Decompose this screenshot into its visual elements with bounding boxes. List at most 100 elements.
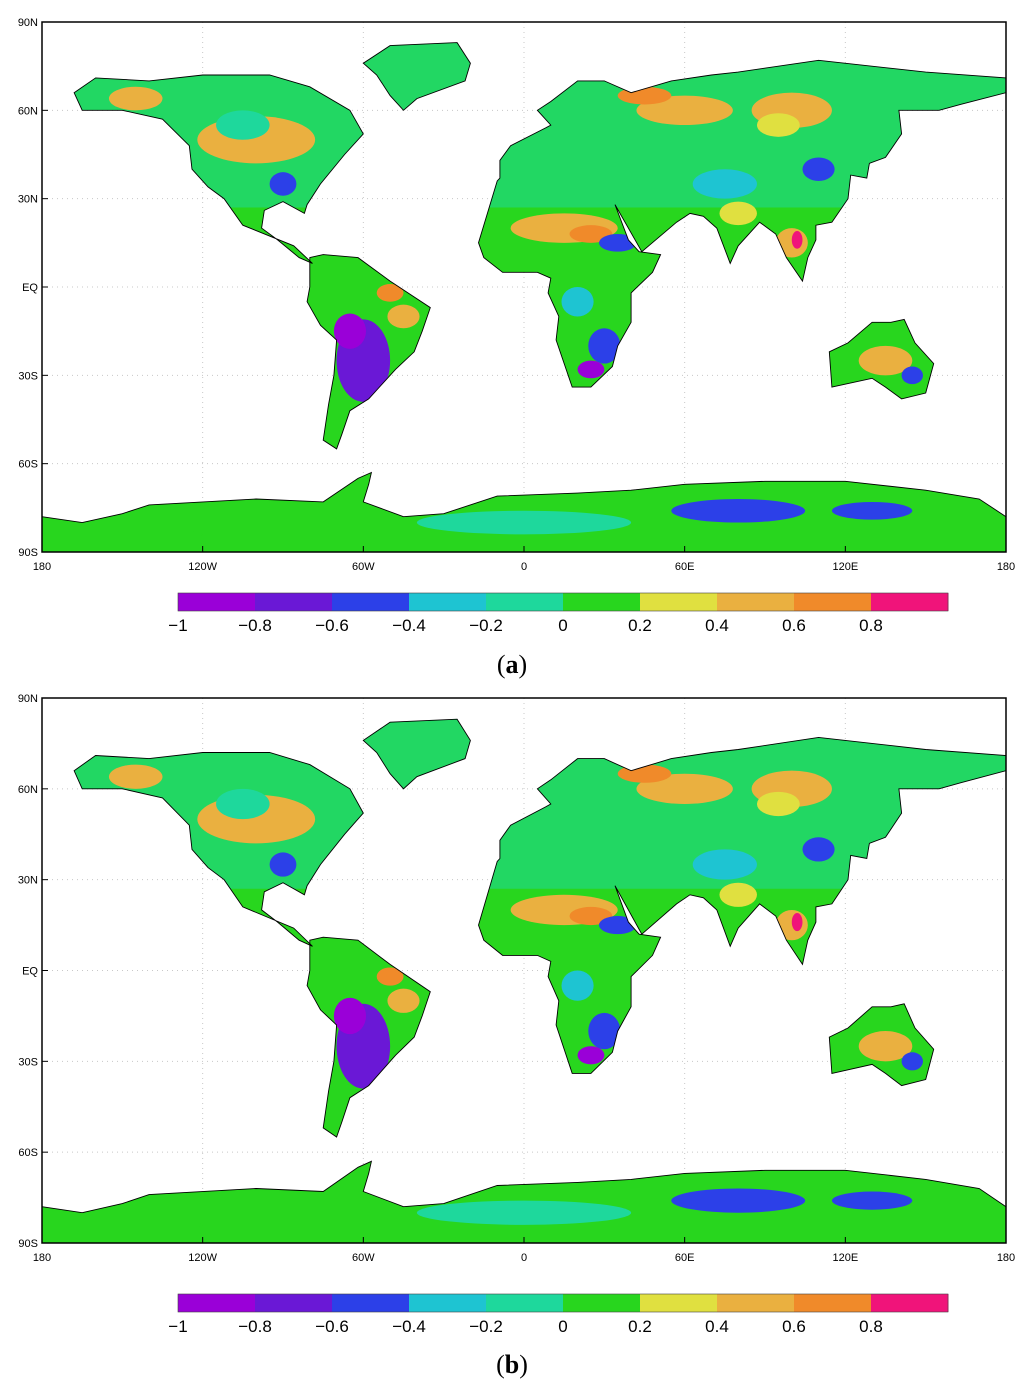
colorbar-tick-label: −1 — [168, 616, 187, 635]
caption-b: (b) — [496, 1350, 528, 1379]
latitude-tick-label: 30S — [18, 370, 38, 382]
latitude-tick-label: EQ — [22, 966, 38, 978]
field-anomaly — [216, 110, 270, 140]
field-anomaly — [858, 345, 913, 376]
africa-europe-asia-coastline — [478, 736, 1007, 1074]
field-anomaly — [108, 764, 163, 789]
colorbar-tick-label: 0 — [558, 616, 567, 635]
longitude-tick-label: 120W — [188, 561, 217, 573]
north-america-coastline — [73, 74, 364, 264]
latitude-tick-label: 90S — [18, 547, 38, 559]
colorbar-swatch — [409, 593, 487, 611]
latitude-tick-label: 90S — [18, 1238, 38, 1250]
colorbar-tick-label: −0.2 — [469, 1317, 503, 1336]
field-anomaly — [561, 287, 594, 317]
colorbar: −1 −0.8 −0.6 −0.4 −0.2 0 0.2 0.4 0.6 0.8 — [168, 592, 949, 635]
field-anomaly — [333, 313, 367, 349]
colorbar-swatch — [640, 1294, 718, 1312]
colorbar-tick-label: 0.8 — [859, 1317, 883, 1336]
field-anomaly — [269, 172, 297, 196]
field-anomaly — [416, 510, 632, 535]
map-figure-b: 90N 60N 30N EQ 30S 60S 90S 180 120W 60W 0 60E 120E 18… — [18, 693, 1015, 1336]
colorbar-tick-label: −0.4 — [392, 616, 426, 635]
field-anomaly — [636, 95, 733, 126]
latitude-tick-label: EQ — [22, 282, 38, 294]
field-anomaly — [692, 169, 757, 199]
latitude-tick-label: 30N — [18, 194, 38, 206]
field-anomaly — [577, 1046, 605, 1065]
latitude-tick-label: 60N — [18, 784, 38, 796]
colorbar-swatch — [871, 593, 949, 611]
field-anomaly — [376, 284, 404, 302]
colorbar-tick-label: 0.8 — [859, 616, 883, 635]
longitude-tick-label: 180 — [33, 1252, 51, 1264]
field-anomaly — [901, 1052, 923, 1071]
colorbar-swatch — [178, 1294, 256, 1312]
field-anomaly — [692, 849, 757, 880]
colorbar-swatch — [255, 1294, 333, 1312]
longitude-tick-label: 180 — [997, 1252, 1015, 1264]
latitude-tick-label: 60S — [18, 459, 38, 471]
field-anomaly — [719, 201, 757, 226]
field-anomaly — [387, 304, 420, 329]
field-anomaly — [671, 1188, 806, 1213]
field-anomaly — [416, 1200, 632, 1225]
colorbar-swatch — [794, 1294, 872, 1312]
colorbar-swatch — [409, 1294, 487, 1312]
field-anomaly — [802, 157, 835, 182]
field-anomaly — [42, 528, 203, 541]
colorbar-tick-label: −0.6 — [315, 616, 349, 635]
south-america-coastline — [306, 936, 431, 1138]
field-anomaly — [756, 113, 800, 137]
colorbar-swatch — [717, 1294, 795, 1312]
longitude-tick-label: 180 — [33, 561, 51, 573]
colorbar-swatch — [486, 1294, 564, 1312]
caption-a: (a) — [496, 650, 528, 679]
longitude-tick-label: 60E — [675, 561, 695, 573]
colorbar-tick-label: 0 — [558, 1317, 567, 1336]
colorbar-border — [177, 1293, 949, 1313]
field-anomaly — [791, 231, 803, 249]
colorbar-swatch — [563, 1294, 641, 1312]
field-anomaly — [756, 791, 800, 817]
field-anomaly — [858, 1031, 913, 1062]
longitude-tick-label: 120E — [832, 561, 858, 573]
field-anomaly — [671, 499, 806, 523]
colorbar-tick-label: −0.2 — [469, 616, 503, 635]
africa-europe-asia-coastline — [478, 59, 1007, 388]
colorbar-swatch — [871, 1294, 949, 1312]
latitude-tick-label: 30S — [18, 1056, 38, 1068]
field-anomaly — [636, 773, 733, 804]
colorbar-swatch — [178, 593, 256, 611]
colorbar-tick-label: −0.8 — [238, 616, 272, 635]
colorbar-tick-label: 0.4 — [705, 1317, 729, 1336]
map-panel-b: 90N 60N 30N EQ 30S 60S 90S 180 120W 60W 0 60E 120E 18… — [0, 690, 1024, 1395]
field-anomaly — [376, 967, 404, 986]
field-anomaly — [269, 852, 297, 877]
greenland-coastline — [362, 42, 471, 111]
colorbar-tick-label: 0.6 — [782, 616, 806, 635]
colorbar-swatch — [794, 593, 872, 611]
colorbar-border — [177, 592, 949, 612]
field-anomaly — [42, 1218, 203, 1231]
field-anomaly — [588, 1012, 621, 1050]
colorbar-swatch — [563, 593, 641, 611]
field-anomaly — [588, 328, 621, 364]
antarctica-coastline — [41, 471, 1007, 553]
field-anomaly — [108, 86, 163, 111]
colorbar-tick-label: 0.6 — [782, 1317, 806, 1336]
antarctica-coastline — [41, 1160, 1007, 1244]
colorbar-tick-label: −0.6 — [315, 1317, 349, 1336]
field-anomaly — [791, 912, 803, 932]
colorbar-tick-label: 0.4 — [705, 616, 729, 635]
longitude-tick-label: 60E — [675, 1252, 695, 1264]
latitude-tick-label: 60S — [18, 1147, 38, 1159]
longitude-tick-label: 180 — [997, 561, 1015, 573]
colorbar-swatch — [640, 593, 718, 611]
colorbar-tick-label: −0.8 — [238, 1317, 272, 1336]
field-anomaly — [333, 997, 367, 1035]
latitude-tick-label: 90N — [18, 17, 38, 29]
greenland-coastline — [362, 718, 471, 790]
map-panel-a: 90N 60N 30N EQ 30S 60S 90S 180 120W 60W 0 60E 120E 18… — [0, 0, 1024, 690]
north-america-coastline — [73, 752, 364, 947]
